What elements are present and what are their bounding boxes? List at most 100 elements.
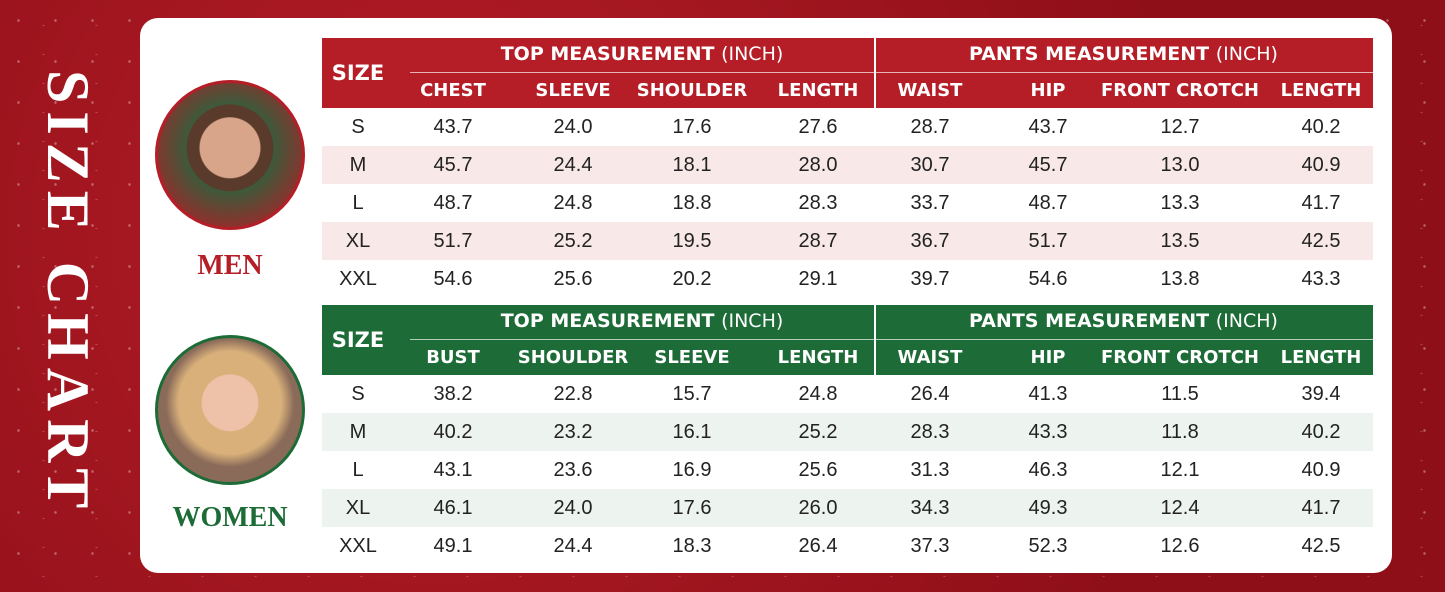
row-background (322, 489, 1373, 527)
table-cell: 40.9 (1301, 154, 1341, 176)
table-cell: 20.2 (672, 268, 712, 290)
group-title: PANTS MEASUREMENT (969, 43, 1210, 65)
table-cell: 30.7 (910, 154, 950, 176)
group-unit: (INCH) (1215, 43, 1278, 65)
row-background (322, 413, 1373, 451)
table-cell: XXL (339, 268, 377, 290)
table-cell: 51.7 (1028, 230, 1068, 252)
column-header: WAIST (897, 347, 963, 368)
table-cell: 18.1 (672, 154, 712, 176)
table-cell: 45.7 (1028, 154, 1068, 176)
column-header: SHOULDER (636, 80, 748, 101)
table-cell: 17.6 (672, 116, 712, 138)
header-divider (874, 38, 876, 108)
women-photo (155, 335, 305, 485)
table-cell: 52.3 (1028, 535, 1068, 557)
column-header: HIP (1030, 80, 1066, 101)
table-cell: 43.7 (1028, 116, 1068, 138)
table-cell: 26.4 (798, 535, 838, 557)
table-cell: 43.3 (1028, 421, 1068, 443)
column-header: HIP (1030, 347, 1066, 368)
table-cell: 13.0 (1160, 154, 1200, 176)
table-cell: 26.0 (798, 497, 838, 519)
table-cell: 12.6 (1160, 535, 1200, 557)
table-cell: L (352, 192, 364, 214)
table-cell: 12.4 (1160, 497, 1200, 519)
column-header: SHOULDER (517, 347, 629, 368)
table-cell: 28.7 (910, 116, 950, 138)
header-background (322, 38, 1373, 108)
table-cell: 43.1 (433, 459, 473, 481)
header-rule (410, 72, 1373, 73)
men-photo (155, 80, 305, 230)
table-cell: 18.3 (672, 535, 712, 557)
table-cell: 48.7 (1028, 192, 1068, 214)
section-label: MEN (197, 250, 263, 281)
table-cell: 36.7 (910, 230, 950, 252)
column-header: LENGTH (1280, 347, 1362, 368)
group-header: TOP MEASUREMENT (INCH) (501, 43, 784, 65)
table-cell: 24.0 (553, 497, 593, 519)
table-cell: 43.3 (1301, 268, 1341, 290)
table-cell: 42.5 (1301, 230, 1341, 252)
column-header: WAIST (897, 80, 963, 101)
table-cell: 54.6 (1028, 268, 1068, 290)
size-header: SIZE (331, 328, 385, 352)
table-cell: 41.7 (1301, 192, 1341, 214)
group-unit: (INCH) (1215, 310, 1278, 332)
table-cell: 43.7 (433, 116, 473, 138)
table-cell: 40.9 (1301, 459, 1341, 481)
table-cell: 42.5 (1301, 535, 1341, 557)
section-label: WOMEN (172, 502, 288, 533)
table-cell: 40.2 (1301, 116, 1341, 138)
header-background (322, 305, 1373, 375)
table-cell: 19.5 (672, 230, 712, 252)
table-cell: 46.1 (433, 497, 473, 519)
size-header: SIZE (331, 61, 385, 85)
table-cell: 28.3 (910, 421, 950, 443)
table-cell: 54.6 (433, 268, 473, 290)
panel (140, 18, 1392, 573)
group-title: TOP MEASUREMENT (500, 310, 715, 332)
group-header: TOP MEASUREMENT (INCH) (501, 310, 784, 332)
table-cell: 46.3 (1028, 459, 1068, 481)
column-header: LENGTH (777, 347, 859, 368)
table-cell: 37.3 (910, 535, 950, 557)
header-rule (410, 339, 1373, 340)
table-cell: 51.7 (433, 230, 473, 252)
table-cell: 25.2 (798, 421, 838, 443)
table-cell: 31.3 (910, 459, 950, 481)
column-header: SLEEVE (654, 347, 730, 368)
row-background (322, 146, 1373, 184)
group-title: TOP MEASUREMENT (500, 43, 715, 65)
table-cell: 16.1 (672, 421, 712, 443)
table-cell: 25.6 (798, 459, 838, 481)
table-cell: 22.8 (553, 383, 593, 405)
table-cell: 13.8 (1160, 268, 1200, 290)
table-cell: 38.2 (433, 383, 473, 405)
table-cell: 34.3 (910, 497, 950, 519)
table-cell: 45.7 (433, 154, 473, 176)
row-background (322, 222, 1373, 260)
table-cell: 12.1 (1160, 459, 1200, 481)
table-cell: XL (345, 497, 371, 519)
table-cell: 24.0 (553, 116, 593, 138)
table-cell: 24.4 (553, 535, 593, 557)
table-cell: 49.3 (1028, 497, 1068, 519)
table-cell: 28.0 (798, 154, 838, 176)
table-cell: 33.7 (910, 192, 950, 214)
group-unit: (INCH) (721, 310, 784, 332)
table-cell: S (351, 383, 365, 405)
table-cell: 24.8 (553, 192, 593, 214)
table-cell: 13.3 (1160, 192, 1200, 214)
column-header: LENGTH (1280, 80, 1362, 101)
table-cell: XXL (339, 535, 377, 557)
table-cell: L (352, 459, 364, 481)
table-cell: 48.7 (433, 192, 473, 214)
table-cell: 23.2 (553, 421, 593, 443)
table-cell: 11.5 (1161, 383, 1199, 405)
table-cell: 16.9 (672, 459, 712, 481)
table-cell: 27.6 (798, 116, 838, 138)
column-header: CHEST (420, 80, 486, 101)
